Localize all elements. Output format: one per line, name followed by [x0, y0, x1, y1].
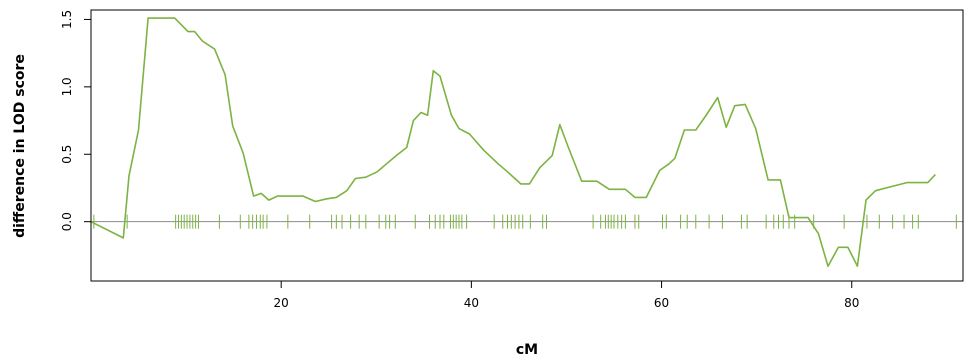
x-tick-label: 20: [274, 296, 289, 310]
y-tick-label: 0.5: [60, 145, 74, 164]
x-tick-label: 40: [464, 296, 479, 310]
lod-difference-line: [90, 17, 936, 268]
y-axis: 0.0 0.5 1.0 1.5: [60, 10, 91, 231]
plot-frame: [90, 9, 964, 282]
x-axis-title: cM: [516, 342, 538, 358]
x-tick-label: 60: [654, 296, 669, 310]
x-tick-label: 80: [844, 296, 859, 310]
y-tick-label: 1.0: [60, 77, 74, 96]
y-tick-label: 1.5: [60, 10, 74, 29]
y-tick-label: 0.0: [60, 212, 74, 231]
plot-layer: [90, 17, 963, 268]
x-axis: 20 40 60 80: [274, 281, 859, 310]
y-axis-title: difference in LOD score: [12, 54, 28, 238]
